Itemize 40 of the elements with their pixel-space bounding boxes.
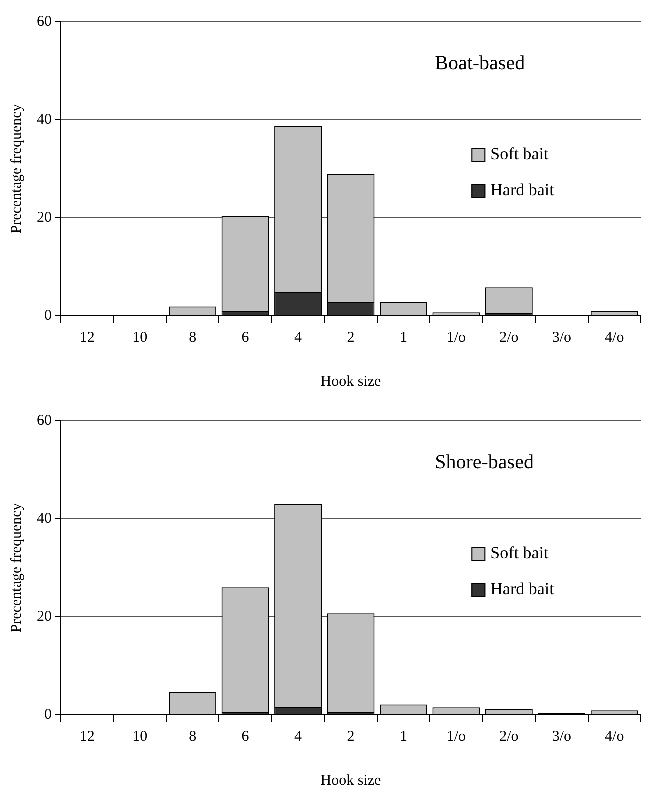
x-tick-label: 10 (132, 330, 148, 346)
x-tick-label: 8 (189, 728, 197, 745)
x-tick-label: 12 (80, 728, 95, 745)
x-tick-label: 12 (80, 330, 95, 346)
legend-label: Soft bait (490, 144, 549, 164)
x-tick-label: 4 (294, 330, 303, 346)
y-tick-label: 20 (37, 608, 52, 625)
legend-label: Hard bait (490, 180, 555, 200)
x-axis-title: Hook size (320, 772, 382, 789)
y-tick-label: 60 (37, 14, 52, 30)
text: Boat-based (435, 52, 526, 74)
x-tick-label: 10 (132, 728, 148, 745)
text: Shore-based (435, 451, 534, 474)
y-tick-label: 0 (44, 706, 52, 723)
x-tick-label: 3/o (552, 330, 572, 346)
x-tick-label: 4/o (605, 728, 624, 745)
y-tick-label: 40 (37, 510, 52, 527)
x-tick-label: 1/o (446, 728, 466, 745)
x-tick-label: 8 (189, 330, 197, 346)
y-axis-title: Precentage frequency (8, 104, 25, 234)
legend-label: Soft bait (490, 543, 549, 562)
y-tick-label: 20 (37, 210, 52, 226)
x-axis-title: Hook size (320, 374, 382, 390)
x-tick-label: 1 (400, 330, 408, 346)
y-tick-label: 0 (44, 308, 52, 324)
x-tick-label: 1 (400, 728, 408, 745)
x-tick-label: 3/o (552, 728, 572, 745)
y-axis-title: Precentage frequency (8, 502, 25, 633)
x-tick-label: 6 (242, 330, 250, 346)
x-tick-label: 6 (242, 728, 250, 745)
legend-label: Hard bait (490, 579, 555, 598)
x-tick-label: 2 (347, 330, 355, 346)
x-tick-label: 4/o (605, 330, 624, 346)
x-tick-label: 2 (347, 728, 355, 745)
y-tick-label: 60 (37, 412, 52, 429)
x-tick-label: 1/o (446, 330, 466, 346)
x-tick-label: 2/o (500, 330, 519, 346)
x-tick-label: 4 (294, 728, 303, 745)
x-tick-label: 2/o (500, 728, 519, 745)
y-tick-label: 40 (37, 112, 52, 128)
